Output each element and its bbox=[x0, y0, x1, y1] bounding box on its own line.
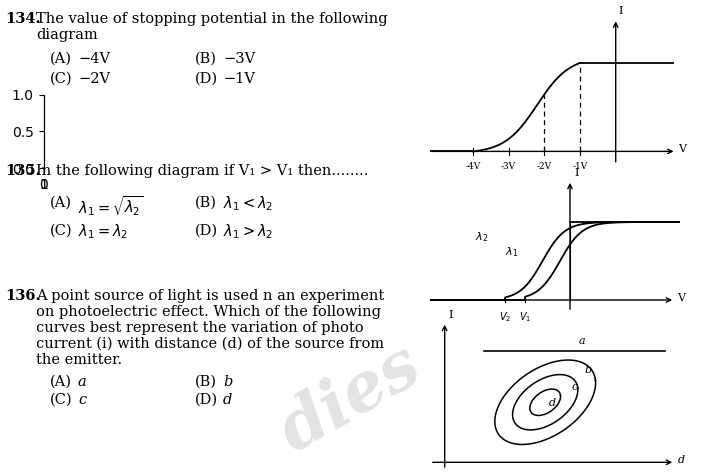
Text: d: d bbox=[223, 393, 232, 407]
Text: (A): (A) bbox=[50, 196, 72, 210]
Text: (C): (C) bbox=[50, 224, 73, 238]
Text: I: I bbox=[574, 168, 578, 178]
Text: −2V: −2V bbox=[78, 72, 110, 86]
Text: diagram: diagram bbox=[36, 28, 97, 42]
Text: In the following diagram if V₁ > V₁ then........: In the following diagram if V₁ > V₁ then… bbox=[36, 164, 369, 178]
Text: (C): (C) bbox=[50, 72, 73, 86]
Text: -1V: -1V bbox=[573, 163, 587, 172]
Text: $V_2$: $V_2$ bbox=[499, 310, 511, 324]
Text: on photoelectric effect. Which of the following: on photoelectric effect. Which of the fo… bbox=[36, 305, 381, 319]
Text: −1V: −1V bbox=[223, 72, 255, 86]
Text: The value of stopping potential in the following: The value of stopping potential in the f… bbox=[36, 12, 388, 26]
Text: 135.: 135. bbox=[5, 164, 41, 178]
Text: (B): (B) bbox=[195, 375, 217, 389]
Text: b: b bbox=[585, 365, 592, 375]
Text: (C): (C) bbox=[50, 393, 73, 407]
Text: (B): (B) bbox=[195, 196, 217, 210]
Text: V: V bbox=[678, 144, 686, 154]
Text: d: d bbox=[678, 456, 685, 465]
Text: $\lambda_1 < \lambda_2$: $\lambda_1 < \lambda_2$ bbox=[223, 194, 273, 213]
Text: (A): (A) bbox=[50, 375, 72, 389]
Text: a: a bbox=[579, 336, 585, 346]
Text: $\lambda_1 = \lambda_2$: $\lambda_1 = \lambda_2$ bbox=[78, 222, 128, 241]
Text: b: b bbox=[223, 375, 232, 389]
Text: a: a bbox=[78, 375, 87, 389]
Text: $\lambda_1 = \sqrt{\lambda_2}$: $\lambda_1 = \sqrt{\lambda_2}$ bbox=[78, 194, 143, 218]
Text: -3V: -3V bbox=[501, 163, 516, 172]
Text: (D): (D) bbox=[195, 72, 218, 86]
Text: I: I bbox=[448, 310, 453, 320]
Text: I: I bbox=[618, 6, 623, 16]
Text: dies: dies bbox=[268, 333, 432, 465]
Text: c: c bbox=[78, 393, 86, 407]
Text: c: c bbox=[571, 382, 578, 392]
Text: the emitter.: the emitter. bbox=[36, 353, 122, 367]
Text: d: d bbox=[549, 398, 556, 408]
Text: $\lambda_2$: $\lambda_2$ bbox=[475, 230, 489, 244]
Text: -4V: -4V bbox=[465, 163, 481, 172]
Text: −4V: −4V bbox=[78, 52, 110, 66]
Text: (B): (B) bbox=[195, 52, 217, 66]
Text: curves best represent the variation of photo: curves best represent the variation of p… bbox=[36, 321, 364, 335]
Text: current (i) with distance (d) of the source from: current (i) with distance (d) of the sou… bbox=[36, 337, 384, 351]
Text: −3V: −3V bbox=[223, 52, 256, 66]
Text: 136.: 136. bbox=[5, 289, 40, 303]
Text: (D): (D) bbox=[195, 224, 218, 238]
Text: $\lambda_1 > \lambda_2$: $\lambda_1 > \lambda_2$ bbox=[223, 222, 273, 241]
Text: (D): (D) bbox=[195, 393, 218, 407]
Text: $\lambda_1$: $\lambda_1$ bbox=[505, 245, 518, 259]
Text: 134.: 134. bbox=[5, 12, 40, 26]
Text: -2V: -2V bbox=[537, 163, 552, 172]
Text: (A): (A) bbox=[50, 52, 72, 66]
Text: $V_1$: $V_1$ bbox=[519, 310, 531, 324]
Text: V: V bbox=[678, 293, 686, 303]
Text: A point source of light is used n an experiment: A point source of light is used n an exp… bbox=[36, 289, 384, 303]
